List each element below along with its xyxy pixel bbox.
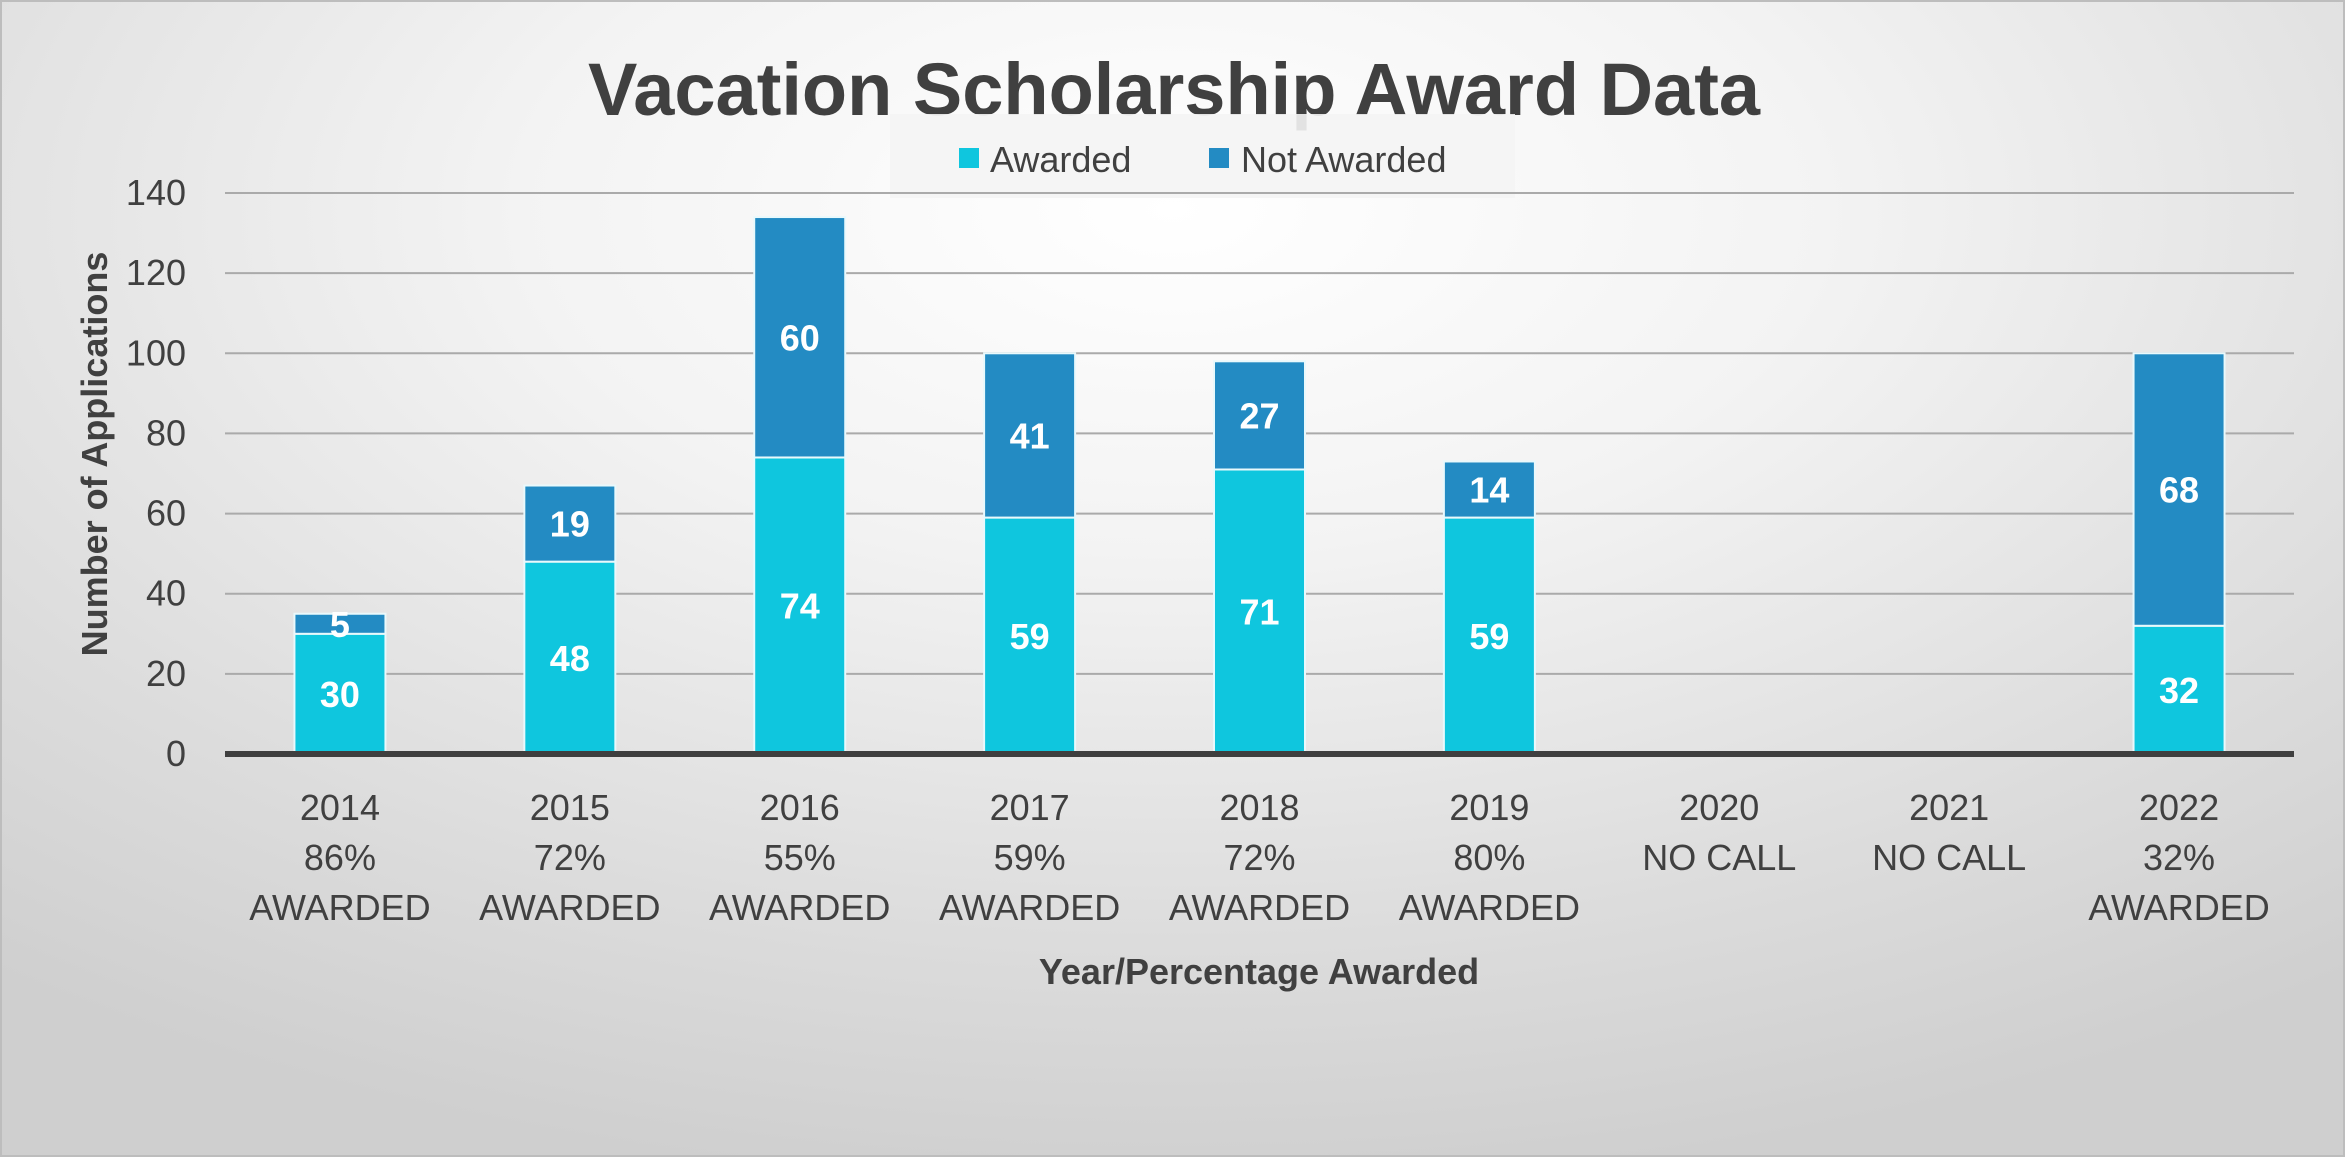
- data-label: 74: [780, 586, 820, 627]
- x-tick-label: 2018 72% AWARDED: [1169, 787, 1350, 928]
- x-tick-label: 2016 55% AWARDED: [709, 787, 890, 928]
- x-tick-line: AWARDED: [1169, 887, 1350, 928]
- x-tick-line: 72%: [534, 837, 606, 878]
- x-tick-label: 2019 80% AWARDED: [1399, 787, 1580, 928]
- bar-segment-awarded: [1442, 516, 1536, 755]
- bar-segment-awarded: [2132, 624, 2226, 755]
- x-tick-line: 80%: [1453, 837, 1525, 878]
- x-tick-label: 2017 59% AWARDED: [939, 787, 1120, 928]
- x-tick-line: AWARDED: [2088, 887, 2269, 928]
- x-tick-label: 2021 NO CALL: [1872, 787, 2026, 878]
- bars: [293, 216, 2226, 756]
- x-tick-line: NO CALL: [1872, 837, 2026, 878]
- legend-label-not-awarded: Not Awarded: [1241, 139, 1446, 180]
- data-labels: 30 5 48 19 74 60 59 41 71 27 59 14 32 68: [320, 317, 2199, 715]
- data-label: 60: [780, 317, 820, 358]
- x-tick-label: 2020 NO CALL: [1642, 787, 1796, 878]
- data-label: 27: [1239, 395, 1279, 436]
- x-tick-line: 2016: [760, 787, 840, 828]
- x-tick-line: AWARDED: [249, 887, 430, 928]
- y-tick-label: 40: [146, 573, 186, 614]
- data-label: 68: [2159, 470, 2199, 511]
- bar-segment-not-awarded: [293, 612, 387, 635]
- bar-segment-not-awarded: [983, 352, 1077, 519]
- x-tick-line: 72%: [1223, 837, 1295, 878]
- x-tick-line: 32%: [2143, 837, 2215, 878]
- bar-segment-not-awarded: [753, 216, 847, 459]
- data-label: 30: [320, 674, 360, 715]
- y-tick-label: 0: [166, 733, 186, 774]
- x-tick-line: 86%: [304, 837, 376, 878]
- x-tick-line: 2019: [1449, 787, 1529, 828]
- x-tick-line: 2017: [990, 787, 1070, 828]
- x-tick-line: 2021: [1909, 787, 1989, 828]
- bar-segment-awarded: [983, 516, 1077, 755]
- x-axis-title: Year/Percentage Awarded: [1039, 951, 1479, 992]
- data-label: 19: [550, 504, 590, 545]
- bar-segment-awarded: [293, 632, 387, 755]
- x-tick-line: AWARDED: [939, 887, 1120, 928]
- legend: Awarded Not Awarded: [890, 114, 1515, 198]
- bar-segment-not-awarded: [1442, 460, 1536, 519]
- data-label: 48: [550, 638, 590, 679]
- x-tick-label: 2015 72% AWARDED: [479, 787, 660, 928]
- data-label: 32: [2159, 670, 2199, 711]
- data-label: 5: [330, 604, 350, 645]
- data-label: 59: [1469, 616, 1509, 657]
- x-tick-line: 55%: [764, 837, 836, 878]
- x-tick-line: NO CALL: [1642, 837, 1796, 878]
- y-axis-ticks: 0 20 40 60 80 100 120 140: [126, 172, 186, 774]
- x-tick-line: 2018: [1219, 787, 1299, 828]
- legend-background: [890, 114, 1515, 198]
- x-tick-line: 2014: [300, 787, 380, 828]
- legend-swatch-not-awarded: [1209, 148, 1229, 168]
- bar-segment-not-awarded: [2132, 352, 2226, 627]
- y-tick-label: 20: [146, 653, 186, 694]
- x-tick-line: 2022: [2139, 787, 2219, 828]
- bar-segment-not-awarded: [1213, 360, 1306, 471]
- data-label: 71: [1239, 592, 1279, 633]
- y-tick-label: 120: [126, 252, 186, 293]
- x-tick-line: 2015: [530, 787, 610, 828]
- y-tick-label: 80: [146, 412, 186, 453]
- y-axis-title: Number of Applications: [74, 252, 115, 657]
- legend-swatch-awarded: [959, 148, 979, 168]
- y-tick-label: 100: [126, 332, 186, 373]
- x-tick-line: AWARDED: [479, 887, 660, 928]
- y-tick-label: 60: [146, 493, 186, 534]
- x-axis-ticks: 2014 86% AWARDED 2015 72% AWARDED 2016 55% AWARD…: [249, 787, 2269, 928]
- y-tick-label: 140: [126, 172, 186, 213]
- x-tick-label: 2022 32% AWARDED: [2088, 787, 2269, 928]
- x-tick-label: 2014 86% AWARDED: [249, 787, 430, 928]
- x-tick-line: AWARDED: [709, 887, 890, 928]
- data-label: 59: [1010, 616, 1050, 657]
- data-label: 14: [1469, 470, 1509, 511]
- legend-label-awarded: Awarded: [990, 139, 1131, 180]
- x-tick-line: 59%: [994, 837, 1066, 878]
- bar-segment-awarded: [753, 456, 847, 755]
- data-label: 41: [1010, 415, 1050, 456]
- x-tick-line: AWARDED: [1399, 887, 1580, 928]
- x-tick-line: 2020: [1679, 787, 1759, 828]
- bar-segment-not-awarded: [523, 484, 617, 563]
